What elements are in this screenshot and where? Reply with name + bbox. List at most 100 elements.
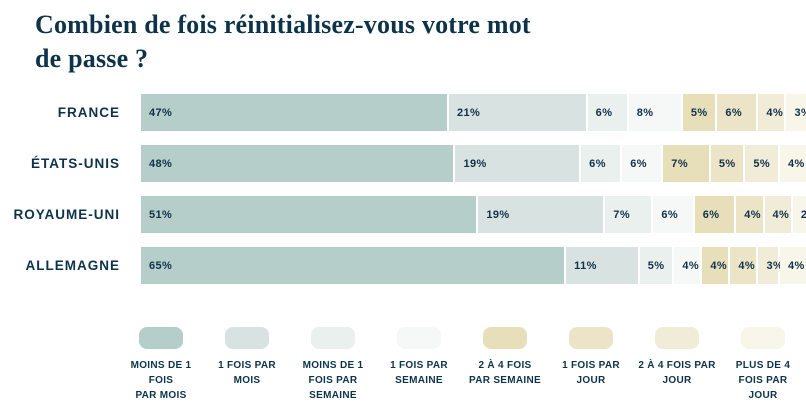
legend-item: 2 À 4 FOIS PAR SEMAINE [462, 327, 548, 403]
segment-value: 6% [661, 208, 679, 221]
segment-value: 4% [787, 157, 805, 170]
segment-value: 6% [595, 106, 613, 119]
bar-segment: 19% [478, 196, 604, 233]
bar-segment: 4% [736, 196, 763, 233]
legend-item: MOINS DE 1 FOIS PAR MOIS [118, 327, 204, 403]
legend-label: 2 À 4 FOIS PAR JOUR [638, 360, 716, 386]
segment-value: 21% [456, 106, 481, 119]
legend-label: 1 FOIS PAR SEMAINE [390, 360, 448, 386]
bar-segment: 5% [745, 145, 778, 182]
chart-rows: FRANCE47%21%6%8%5%6%4%3%ÉTATS-UNIS48%19%… [0, 94, 806, 284]
bar-segment: 5% [682, 94, 716, 131]
segment-value: 2% [800, 208, 806, 221]
segment-value: 3% [766, 259, 784, 272]
legend-label: MOINS DE 1 FOIS PAR SEMAINE [302, 360, 364, 401]
segment-value: 5% [647, 259, 665, 272]
chart-row: ALLEMAGNE 65% 11% 5% 4% 4% 4% 3% 4% [0, 247, 806, 284]
bar-segment: 65% [141, 247, 565, 284]
country-label: ROYAUME-UNI [13, 207, 120, 222]
chart-title: Combien de fois réinitialisez-vous votre… [35, 10, 531, 73]
country-label: ALLEMAGNE [25, 258, 120, 273]
country-label: FRANCE [57, 105, 120, 120]
bar-segment: 51% [141, 196, 477, 233]
segment-value: 65% [149, 259, 173, 272]
bar-segment: 48% [141, 145, 454, 182]
segment-value: 51% [149, 208, 173, 221]
bar-segment: 5% [639, 247, 673, 284]
bar-segment: 4% [674, 247, 701, 284]
bar-segment: 6% [694, 196, 735, 233]
legend-swatch [655, 327, 699, 349]
bar-segment: 5% [710, 145, 744, 182]
segment-value: 5% [753, 157, 771, 170]
bar-segment: 3% [758, 247, 783, 284]
legend-swatch [741, 327, 785, 349]
bar-segment: 3% [786, 94, 806, 131]
bar-segment: 4% [758, 94, 785, 131]
segment-value: 19% [486, 208, 510, 221]
legend-swatch [569, 327, 613, 349]
bar-segment: 6% [622, 145, 662, 182]
legend-label: MOINS DE 1 FOIS PAR MOIS [130, 360, 192, 401]
segment-value: 8% [636, 106, 654, 119]
bar-segment: 6% [653, 196, 693, 233]
bar-segment: 4% [779, 145, 806, 182]
legend-swatch [225, 327, 269, 349]
bar-segment: 4% [702, 247, 729, 284]
bar-segment: 6% [587, 94, 627, 131]
legend-label: 1 FOIS PAR MOIS [218, 360, 276, 386]
segment-value: 5% [718, 157, 736, 170]
bar-segment: 21% [448, 94, 586, 131]
bar-segment: 8% [628, 94, 681, 131]
chart-row: ROYAUME-UNI 51% 19% 7% 6% 6% 4% 4% 2% [0, 196, 806, 233]
bar-track: 47% 21% 6% 8% 5% 6% 4% 3% [141, 94, 806, 131]
segment-value: 6% [725, 106, 743, 119]
stacked-bar-chart: FRANCE47%21%6%8%5%6%4%3%ÉTATS-UNIS48%19%… [0, 94, 806, 284]
bar-segment: 7% [605, 196, 652, 233]
legend-swatch [139, 327, 183, 349]
segment-value: 3% [794, 106, 806, 119]
legend-label: PLUS DE 4 FOIS PAR JOUR [735, 360, 791, 401]
legend-label: 2 À 4 FOIS PAR SEMAINE [468, 360, 541, 386]
bar-track: 48% 19% 6% 6% 7% 5% 5% 4% [141, 145, 806, 182]
segment-value: 7% [671, 157, 688, 170]
legend-item: MOINS DE 1 FOIS PAR SEMAINE [290, 327, 376, 403]
legend-item: PLUS DE 4 FOIS PAR JOUR [720, 327, 806, 403]
bar-segment: 6% [717, 94, 757, 131]
segment-value: 6% [702, 208, 720, 221]
bar-segment: 2% [792, 196, 806, 233]
legend-item: 1 FOIS PAR JOUR [548, 327, 634, 403]
legend-swatch [397, 327, 441, 349]
legend-swatch [311, 327, 355, 349]
legend-swatch [483, 327, 527, 349]
segment-value: 6% [589, 157, 606, 170]
segment-value: 4% [710, 259, 728, 272]
bar-segment: 7% [663, 145, 709, 182]
segment-value: 4% [744, 208, 761, 221]
segment-value: 7% [613, 208, 630, 221]
country-label: ÉTATS-UNIS [31, 156, 120, 171]
segment-value: 4% [787, 259, 805, 272]
bar-segment: 6% [581, 145, 621, 182]
chart-legend: MOINS DE 1 FOIS PAR MOIS 1 FOIS PAR MOIS M… [118, 327, 806, 403]
segment-value: 4% [772, 208, 790, 221]
segment-value: 4% [682, 259, 700, 272]
legend-label: 1 FOIS PAR JOUR [562, 360, 620, 386]
segment-value: 4% [766, 106, 784, 119]
legend-item: 2 À 4 FOIS PAR JOUR [634, 327, 720, 403]
bar-segment: 4% [730, 247, 757, 284]
segment-value: 4% [738, 259, 756, 272]
segment-value: 5% [690, 106, 708, 119]
bar-track: 51% 19% 7% 6% 6% 4% 4% 2% [141, 196, 806, 233]
segment-value: 6% [630, 157, 647, 170]
bar-segment: 4% [764, 196, 791, 233]
segment-value: 11% [574, 259, 597, 272]
chart-row: FRANCE 47% 21% 6% 8% 5% 6% 4% 3% [0, 94, 806, 131]
bar-segment: 47% [141, 94, 447, 131]
segment-value: 19% [463, 157, 487, 170]
legend-item: 1 FOIS PAR SEMAINE [376, 327, 462, 403]
segment-value: 47% [149, 106, 173, 119]
bar-track: 65% 11% 5% 4% 4% 4% 3% 4% [141, 247, 806, 284]
legend-item: 1 FOIS PAR MOIS [204, 327, 290, 403]
